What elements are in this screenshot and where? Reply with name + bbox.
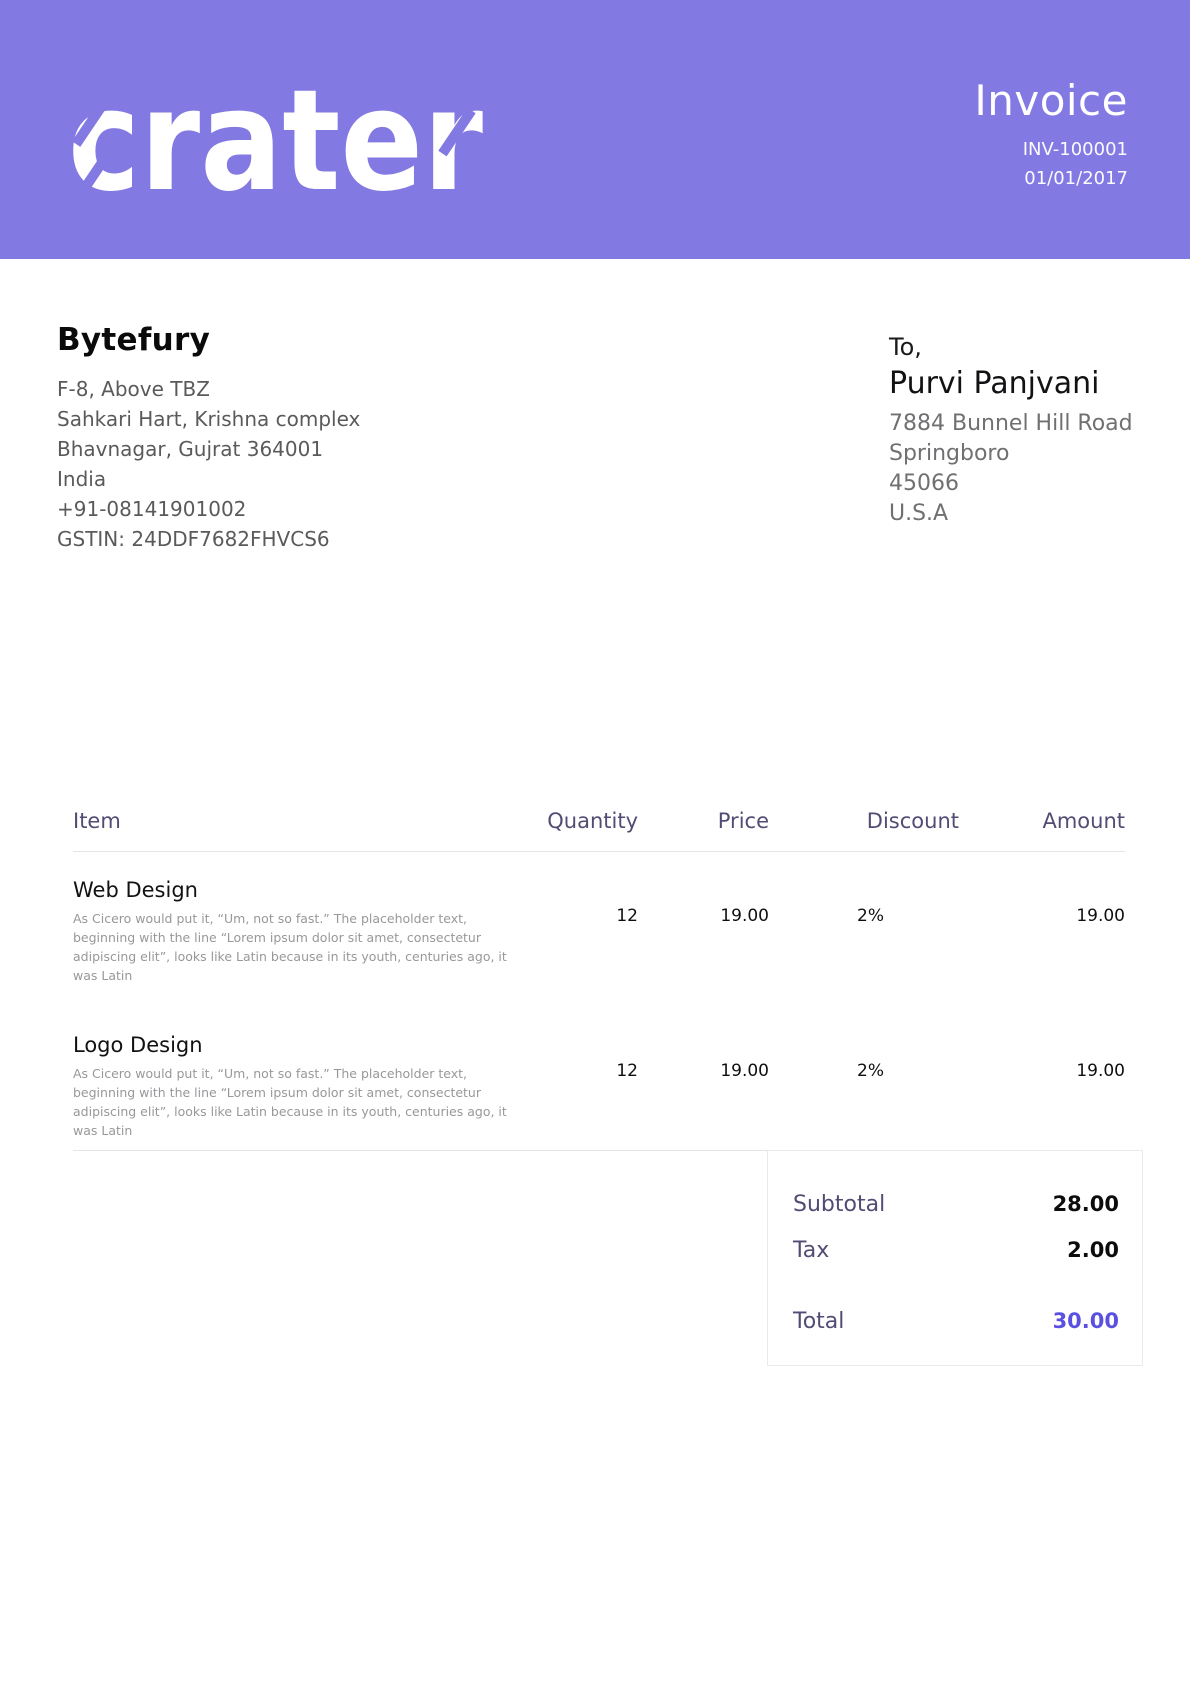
to-label: To, <box>889 333 922 361</box>
tax-label: Tax <box>793 1238 830 1263</box>
logo-cut-c-bottom <box>77 151 113 195</box>
item-quantity: 12 <box>616 1061 638 1081</box>
item-price: 19.00 <box>720 906 769 926</box>
tax-row: Tax 2.00 <box>793 1235 1119 1266</box>
invoice-header-band: crater Invoice INV-100001 01/01/2017 <box>0 0 1190 259</box>
crater-logo-icon: crater <box>68 60 483 223</box>
totals-section: Subtotal 28.00 Tax 2.00 Total 30.00 <box>0 1150 1190 1366</box>
items-table-body: Web Design As Cicero would put it, “Um, … <box>73 852 1125 1151</box>
crater-logo-text: crater <box>68 88 483 200</box>
recipient-name: Purvi Panjvani <box>889 366 1100 401</box>
recipient-address-line: U.S.A <box>889 501 949 526</box>
crater-logo: crater <box>68 60 488 223</box>
tax-value: 2.00 <box>1067 1238 1119 1262</box>
recipient-address-line: Springboro <box>889 441 1010 466</box>
company-block: Bytefury F-8, Above TBZ Sahkari Hart, Kr… <box>57 321 1190 554</box>
item-discount: 2% <box>857 1061 884 1081</box>
company-address-line: Sahkari Hart, Krishna complex <box>57 407 361 431</box>
item-name: Web Design <box>73 878 198 902</box>
total-label: Total <box>793 1309 845 1334</box>
column-header-price: Price <box>717 809 769 833</box>
subtotal-row: Subtotal 28.00 <box>793 1189 1119 1220</box>
item-description: As Cicero would put it, “Um, not so fast… <box>73 911 507 983</box>
recipient-address: 7884 Bunnel Hill Road Springboro 45066 U… <box>889 409 1149 529</box>
item-amount: 19.00 <box>1076 906 1125 926</box>
company-address-line: F-8, Above TBZ <box>57 377 210 401</box>
item-amount: 19.00 <box>1076 1061 1125 1081</box>
table-row: Web Design As Cicero would put it, “Um, … <box>73 852 1125 1029</box>
company-name: Bytefury <box>57 322 211 358</box>
column-header-item: Item <box>73 809 121 833</box>
total-row: Total 30.00 <box>793 1306 1119 1337</box>
parties-section: Bytefury F-8, Above TBZ Sahkari Hart, Kr… <box>0 321 1190 609</box>
invoice-title: Invoice <box>974 76 1128 125</box>
company-gstin: GSTIN: 24DDF7682FHVCS6 <box>57 527 330 551</box>
company-address: F-8, Above TBZ Sahkari Hart, Krishna com… <box>57 374 1190 554</box>
items-table-header: Item Quantity Price Discount Amount <box>73 808 1125 852</box>
items-table: Item Quantity Price Discount Amount Web … <box>0 808 1190 1151</box>
item-description: As Cicero would put it, “Um, not so fast… <box>73 1066 507 1138</box>
recipient-block: To, Purvi Panjvani 7884 Bunnel Hill Road… <box>889 332 1149 529</box>
invoice-number: INV-100001 <box>1022 139 1128 160</box>
logo-cut-r <box>438 107 476 157</box>
company-address-line: India <box>57 467 107 491</box>
subtotal-value: 28.00 <box>1052 1192 1119 1216</box>
item-quantity: 12 <box>616 906 638 926</box>
totals-box: Subtotal 28.00 Tax 2.00 Total 30.00 <box>767 1150 1143 1366</box>
table-row: Logo Design As Cicero would put it, “Um,… <box>73 1029 1125 1150</box>
column-header-discount: Discount <box>866 809 959 833</box>
item-price: 19.00 <box>720 1061 769 1081</box>
item-name: Logo Design <box>73 1033 203 1057</box>
company-address-line: Bhavnagar, Gujrat 364001 <box>57 437 324 461</box>
total-value: 30.00 <box>1052 1309 1119 1333</box>
item-cell: Logo Design As Cicero would put it, “Um,… <box>73 1029 528 1140</box>
logo-cut-c-top <box>71 103 107 147</box>
subtotal-label: Subtotal <box>793 1192 886 1217</box>
column-header-quantity: Quantity <box>547 809 638 833</box>
recipient-address-line: 45066 <box>889 471 959 496</box>
invoice-meta: Invoice INV-100001 01/01/2017 <box>974 76 1128 193</box>
item-cell: Web Design As Cicero would put it, “Um, … <box>73 874 528 985</box>
column-header-amount: Amount <box>1042 809 1125 833</box>
invoice-date: 01/01/2017 <box>1024 168 1128 189</box>
recipient-address-line: 7884 Bunnel Hill Road <box>889 411 1133 436</box>
company-phone: +91-08141901002 <box>57 497 247 521</box>
item-discount: 2% <box>857 906 884 926</box>
